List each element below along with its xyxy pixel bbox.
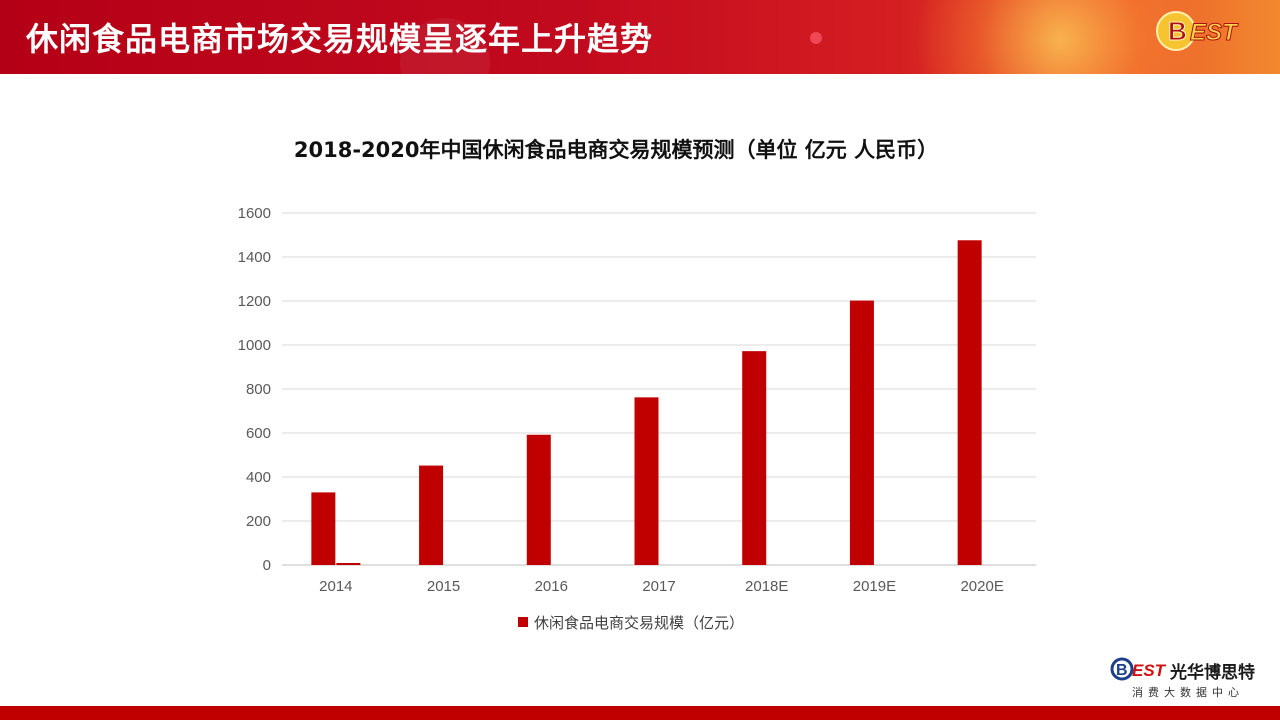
best-logo-badge: B EST	[1156, 11, 1240, 51]
y-tick-label: 200	[246, 513, 271, 530]
svg-text:B: B	[1168, 16, 1187, 46]
page-title: 休闲食品电商市场交易规模呈逐年上升趋势	[26, 20, 654, 58]
x-tick-label: 2015	[427, 578, 460, 595]
y-tick-label: 0	[263, 557, 271, 574]
brand-logo-text: EST	[1132, 661, 1167, 680]
header-bokeh-dot	[810, 32, 822, 44]
y-tick-label: 800	[246, 381, 271, 398]
bar-2015	[419, 465, 444, 565]
brand-logo: B EST 光华博思特 消费大数据中心	[1110, 656, 1270, 702]
chart-legend: 休闲食品电商交易规模（亿元）	[518, 612, 744, 632]
y-tick-label: 1200	[238, 293, 271, 310]
bar-2020E	[957, 240, 982, 565]
badge-text: EST	[1190, 19, 1239, 46]
bar-2018E	[742, 351, 767, 565]
y-tick-label: 1000	[238, 337, 271, 354]
bar-2014	[311, 492, 336, 565]
bar-2019E	[849, 300, 874, 565]
best-logo-icon: B EST	[1110, 657, 1167, 681]
legend-label: 休闲食品电商交易规模（亿元）	[534, 613, 745, 632]
x-tick-label: 2020E	[960, 578, 1003, 595]
chart-title: 2018-2020年中国休闲食品电商交易规模预测（单位 亿元 人民币）	[293, 138, 939, 162]
brand-name: 光华博思特	[1170, 663, 1255, 683]
x-tick-label: 2014	[319, 578, 352, 595]
footer-bar	[0, 706, 1280, 720]
brand-subtitle: 消费大数据中心	[1132, 686, 1244, 699]
bar-2014-series2	[336, 563, 361, 565]
svg-text:B: B	[1116, 662, 1128, 679]
x-tick-label: 2016	[535, 578, 568, 595]
y-tick-label: 1400	[238, 249, 271, 266]
bar-2016	[526, 434, 551, 565]
legend-swatch	[518, 617, 528, 627]
bar-2017	[634, 397, 659, 565]
y-tick-label: 1600	[238, 205, 271, 222]
x-tick-label: 2018E	[745, 578, 788, 595]
x-tick-label: 2019E	[853, 578, 896, 595]
header-banner: 休闲食品电商市场交易规模呈逐年上升趋势 B EST	[0, 0, 1280, 74]
y-tick-label: 600	[246, 425, 271, 442]
y-tick-label: 400	[246, 469, 271, 486]
x-tick-label: 2017	[642, 578, 675, 595]
